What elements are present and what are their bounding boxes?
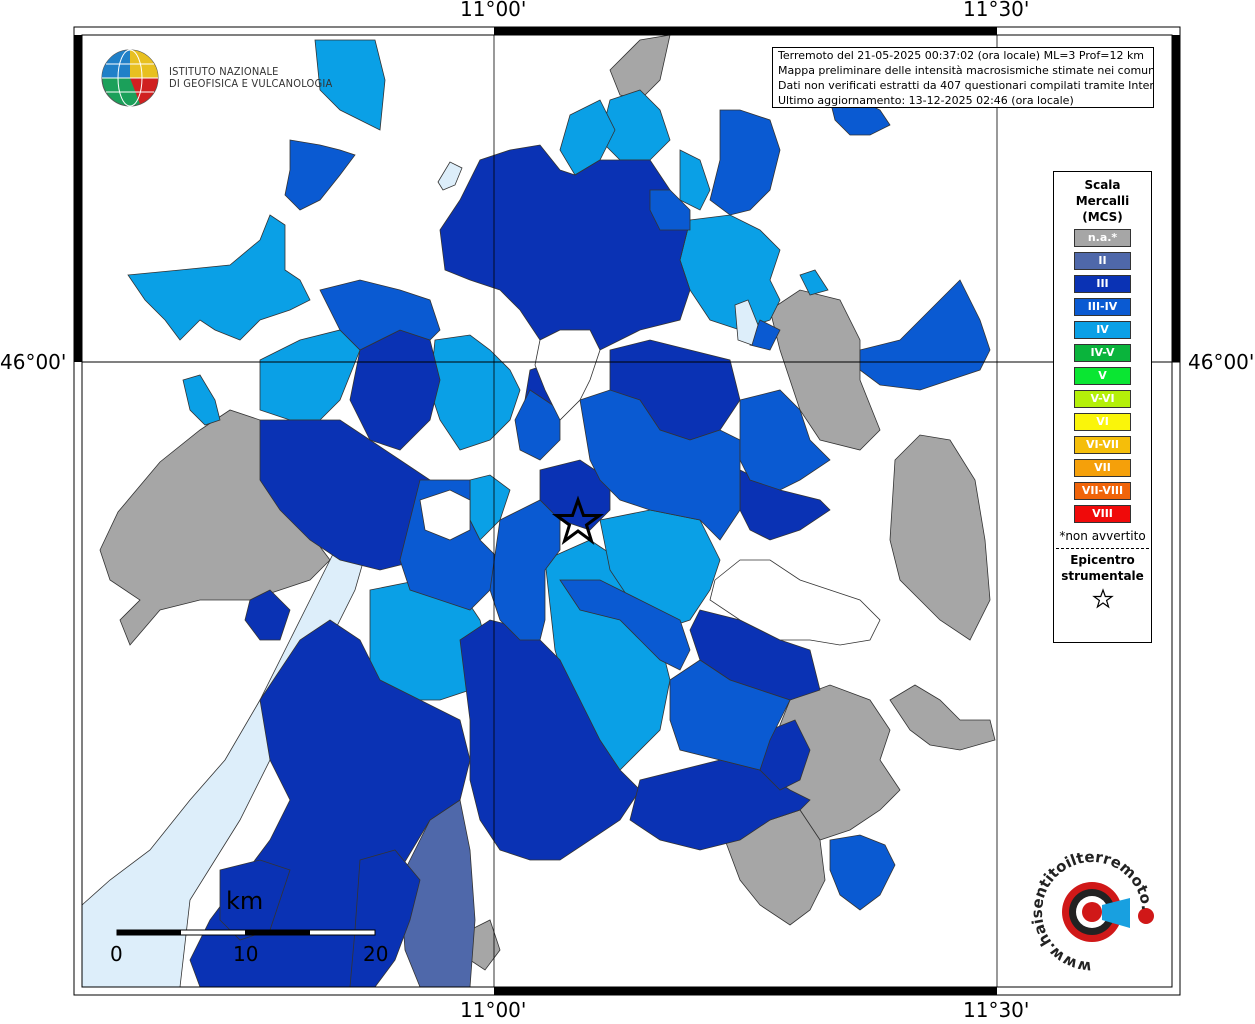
hsit-url: www.haisentitoilterremoto.it xyxy=(1027,847,1156,976)
legend-title-line1: Scala xyxy=(1084,178,1121,192)
legend-epi-line2: strumentale xyxy=(1061,569,1144,583)
institute-line1: ISTITUTO NAZIONALE xyxy=(169,65,279,78)
scale-tick-0: 0 xyxy=(110,942,123,966)
scale-unit: km xyxy=(226,887,264,915)
legend-item-vivii: VI-VII xyxy=(1074,436,1131,454)
ingv-globe-logo xyxy=(101,49,159,107)
legend-item-ii: II xyxy=(1074,252,1131,270)
coord-bottom-right: 11°30' xyxy=(963,998,1030,1022)
legend-note: *non avvertito xyxy=(1059,529,1146,543)
institute-name: ISTITUTO NAZIONALE DI GEOFISICA E VULCAN… xyxy=(169,66,332,90)
coord-bottom-left: 11°00' xyxy=(460,998,527,1022)
coord-right: 46°00' xyxy=(1188,350,1255,374)
legend-item-iiiiv: III-IV xyxy=(1074,298,1131,316)
legend-item-viiviii: VII-VIII xyxy=(1074,482,1131,500)
legend-item-iii: III xyxy=(1074,275,1131,293)
coord-top-left: 11°00' xyxy=(460,0,527,21)
coord-left: 46°00' xyxy=(0,350,67,374)
legend-item-ivv: IV-V xyxy=(1074,344,1131,362)
hsit-logo-text: www.haisentitoilterremoto.it xyxy=(1027,847,1156,976)
legend-star-icon xyxy=(1054,588,1151,614)
event-info-line3: Dati non verificati estratti da 407 ques… xyxy=(778,79,1154,92)
legend-item-vi: VI xyxy=(1074,413,1131,431)
event-info-line4: Ultimo aggiornamento: 13-12-2025 02:46 (… xyxy=(778,94,1074,107)
svg-text:www.haisentitoilterremoto.it: www.haisentitoilterremoto.it xyxy=(1027,847,1156,976)
legend-item-v: V xyxy=(1074,367,1131,385)
legend-item-vii: VII xyxy=(1074,459,1131,477)
legend-item-viii: VIII xyxy=(1074,505,1131,523)
legend-divider xyxy=(1056,548,1149,549)
scale-tick-20: 20 xyxy=(363,942,389,966)
event-info-line2: Mappa preliminare delle intensità macros… xyxy=(778,64,1154,77)
mcs-legend: Scala Mercalli (MCS) n.a.* II III III-IV IV I… xyxy=(1053,171,1152,643)
institute-line2: DI GEOFISICA E VULCANOLOGIA xyxy=(169,77,333,90)
scale-bar xyxy=(116,929,376,936)
coord-top-right: 11°30' xyxy=(963,0,1030,21)
legend-item-vvi: V-VI xyxy=(1074,390,1131,408)
legend-item-iv: IV xyxy=(1074,321,1131,339)
event-info-line1: Terremoto del 21-05-2025 00:37:02 (ora l… xyxy=(778,49,1145,62)
legend-epicenter-label: Epicentro strumentale xyxy=(1054,552,1151,584)
scale-tick-10: 10 xyxy=(233,942,259,966)
legend-item-na: n.a.* xyxy=(1074,229,1131,247)
legend-items: n.a.* II III III-IV IV IV-V V V-VI VI VI-VII VII VI… xyxy=(1054,229,1151,523)
hsit-logo xyxy=(1062,882,1154,942)
legend-epi-line1: Epicentro xyxy=(1070,553,1135,567)
legend-title-line3: (MCS) xyxy=(1082,210,1123,224)
legend-title: Scala Mercalli (MCS) xyxy=(1054,177,1151,225)
legend-title-line2: Mercalli xyxy=(1075,194,1130,208)
epicenter-star xyxy=(551,495,605,545)
event-info-box: Terremoto del 21-05-2025 00:37:02 (ora l… xyxy=(772,47,1154,108)
